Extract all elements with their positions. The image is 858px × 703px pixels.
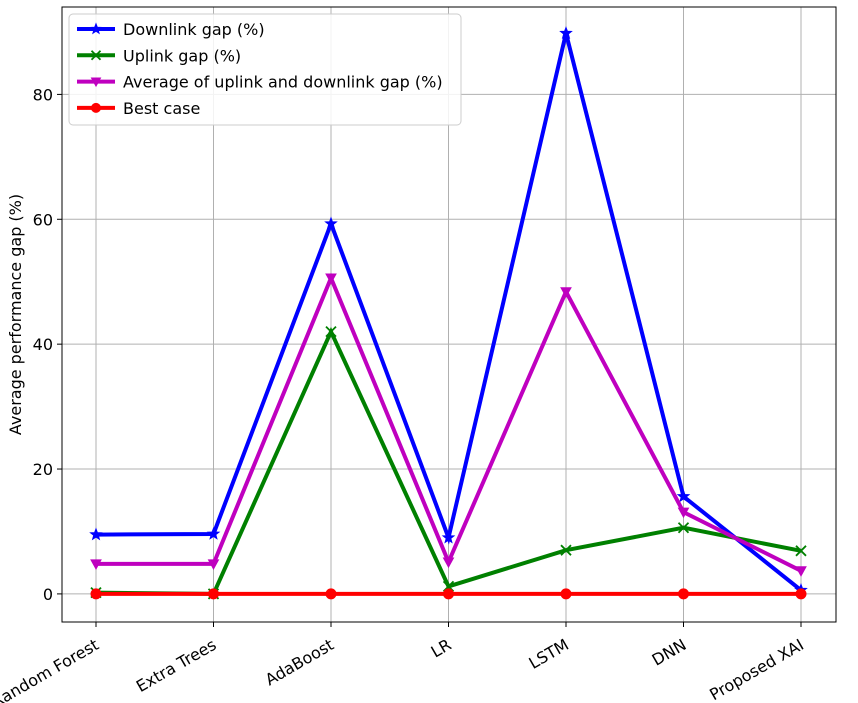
star-marker <box>441 530 456 544</box>
triangle-marker <box>677 507 690 519</box>
star-marker <box>89 22 103 35</box>
triangle-marker <box>90 559 102 570</box>
x-tick-label: Random Forest <box>0 635 102 703</box>
star-marker <box>559 26 573 40</box>
x-axis-ticks: Random Forest Extra Trees AdaBoost LR LSTM DN… <box>0 622 807 703</box>
circle-marker <box>678 588 689 600</box>
circle-marker <box>208 588 219 600</box>
x-tick-label: DNN <box>649 635 690 670</box>
legend-label: Best case <box>123 99 200 118</box>
legend-label: Uplink gap (%) <box>123 46 241 65</box>
x-marker <box>795 545 807 557</box>
triangle-marker <box>207 559 220 570</box>
x-marker <box>677 522 690 534</box>
circle-marker <box>795 588 807 600</box>
legend-label: Average of uplink and downlink gap (%) <box>123 73 443 92</box>
star-marker <box>324 216 338 230</box>
x-marker <box>325 326 337 338</box>
triangle-marker <box>442 557 455 569</box>
circle-marker <box>91 102 101 113</box>
y-axis-label: Average performance gap (%) <box>6 194 25 435</box>
star-marker <box>89 527 103 541</box>
x-marker <box>90 50 102 61</box>
star-marker <box>676 489 691 503</box>
y-tick-label: 20 <box>33 460 53 479</box>
y-tick-label: 40 <box>33 335 53 354</box>
legend: Downlink gap (%) Uplink gap (%) Average of… <box>68 13 462 126</box>
plot-series <box>89 26 808 600</box>
circle-marker <box>443 588 454 600</box>
legend-label: Downlink gap (%) <box>123 20 265 39</box>
triangle-marker <box>90 77 102 88</box>
y-tick-label: 0 <box>43 585 53 604</box>
triangle-marker <box>795 566 807 577</box>
circle-marker <box>90 588 102 600</box>
y-tick-label: 80 <box>33 85 53 104</box>
series-group <box>90 272 807 577</box>
star-marker <box>206 526 221 540</box>
y-axis-ticks: 0 20 40 60 80 <box>33 85 62 604</box>
y-tick-label: 60 <box>33 210 53 229</box>
x-marker <box>560 544 572 556</box>
circle-marker <box>325 588 337 600</box>
x-tick-label: Extra Trees <box>133 635 220 696</box>
triangle-marker <box>560 287 572 298</box>
legend-box <box>68 13 462 126</box>
series-group <box>90 588 807 600</box>
circle-marker <box>560 588 572 600</box>
x-tick-label: Proposed XAI <box>706 635 807 703</box>
x-tick-label: AdaBoost <box>262 635 337 689</box>
x-tick-label: LR <box>428 635 455 661</box>
x-tick-label: LSTM <box>526 635 572 673</box>
triangle-marker <box>325 273 337 285</box>
